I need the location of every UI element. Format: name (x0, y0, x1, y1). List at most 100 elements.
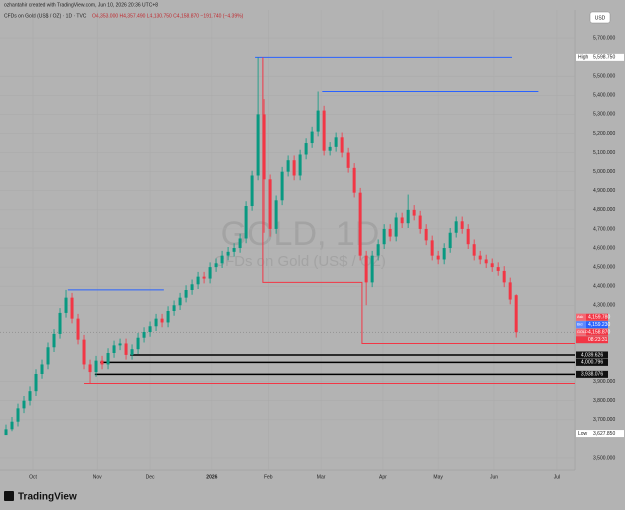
level-tag (576, 351, 608, 359)
quote-tag-label: 4,158.870 (588, 330, 610, 336)
x-tick-label: Jul (554, 474, 560, 480)
candle-body (298, 154, 302, 176)
candle-body (76, 318, 80, 340)
candle-body (388, 228, 392, 237)
quote-tag-name: Ask (577, 315, 583, 319)
candle-body (160, 318, 164, 323)
y-tick-label: 4,400.000 (593, 284, 615, 290)
candle-body (28, 391, 32, 401)
candle-body (220, 255, 224, 264)
candle-body (148, 326, 152, 332)
x-tick-label: Mar (317, 474, 326, 480)
quote-tag-name: Bid (577, 323, 583, 327)
candle-body (154, 318, 158, 327)
y-tick-label: 4,800.000 (593, 207, 615, 213)
level-tag-label: 4,039.626 (581, 352, 603, 358)
quote-tag-name-box (576, 321, 586, 329)
candle-body (202, 276, 206, 279)
candle-body (166, 311, 170, 323)
x-tick-label: 2026 (206, 474, 217, 480)
level-tag (576, 370, 608, 378)
candle-body (214, 263, 218, 268)
candle-body (256, 114, 260, 176)
candle-body (484, 259, 488, 264)
candle-body (346, 152, 350, 168)
candle-body (178, 297, 182, 306)
level-tag-label: 3,938.076 (581, 372, 603, 378)
candle-body (4, 429, 8, 436)
candle-body (376, 244, 380, 256)
candle-body (70, 297, 74, 319)
candle-body (106, 352, 110, 365)
candle-body (142, 332, 146, 338)
y-tick-label: 5,500.000 (593, 74, 615, 80)
candle-body (88, 364, 92, 373)
y-tick-label: 5,300.000 (593, 112, 615, 118)
x-tick-label: May (433, 474, 443, 480)
candle-body (40, 364, 44, 374)
candle-body (82, 339, 86, 365)
x-tick-label: Dec (146, 474, 155, 480)
candle-body (502, 270, 506, 283)
candle-body (316, 110, 320, 132)
candle-body (124, 343, 128, 355)
candle-body (172, 305, 176, 312)
y-tick-label: 4,900.000 (593, 188, 615, 194)
level-tag-label: 4,000.796 (581, 360, 603, 366)
y-tick-label: 4,600.000 (593, 245, 615, 251)
candle-body (514, 295, 518, 333)
quote-tag-name-box (576, 328, 586, 336)
brand-logo (4, 491, 14, 501)
candle-body (304, 143, 308, 155)
y-tick-label: 5,700.000 (593, 35, 615, 41)
countdown: 08:23:31 (588, 337, 608, 343)
candle-body (406, 209, 410, 224)
x-tick-label: Oct (29, 474, 37, 480)
y-tick-label: 3,900.000 (593, 379, 615, 385)
candle-body (118, 343, 122, 346)
candle-body (130, 349, 134, 355)
candle-body (226, 251, 230, 256)
candle-body (340, 137, 344, 153)
price-tag (576, 430, 624, 438)
quote-tag-label: 4,159.230 (588, 322, 610, 328)
countdown-tag (576, 336, 608, 344)
candle-body (436, 255, 440, 260)
candle-body (364, 255, 368, 283)
candle-body (190, 284, 194, 291)
candle-body (490, 263, 494, 268)
candle-body (58, 312, 62, 334)
candle-body (16, 408, 20, 422)
candle-body (10, 421, 14, 430)
credit: ozhantahir created with TradingView.com,… (4, 2, 158, 8)
candle-body (448, 232, 452, 249)
candle-body (400, 217, 404, 224)
price-tag-label: 5,598.750 (593, 55, 615, 61)
quote-tag (576, 321, 608, 329)
candle-body (328, 146, 332, 151)
candle-body (46, 347, 50, 365)
candle-body (472, 244, 476, 256)
candle-body (412, 209, 416, 216)
candle-body (508, 282, 512, 300)
candle-body (460, 221, 464, 229)
currency-button[interactable] (589, 11, 611, 24)
quote-tag (576, 313, 608, 321)
candle-body (370, 255, 374, 283)
candle-body (268, 179, 272, 229)
symbol: CFDs on Gold (US$ / OZ) · 1D · TVC (4, 13, 87, 19)
currency[interactable]: USD (595, 15, 606, 21)
candle-body (424, 228, 428, 241)
y-tick-label: 5,100.000 (593, 150, 615, 156)
candle-body (274, 200, 278, 229)
price-tag-label: 3,627.850 (593, 431, 615, 437)
candle-body (34, 373, 38, 392)
candle-body (94, 360, 98, 373)
quote-tag-name: GOLD (577, 330, 588, 334)
candle-body (430, 240, 434, 256)
ohlc: O4,353.000 H4,357.490 L4,130.750 C4,158.… (92, 13, 244, 19)
quote-tag-name-box (576, 313, 586, 321)
quote-tag-label: 4,159.780 (588, 315, 610, 321)
